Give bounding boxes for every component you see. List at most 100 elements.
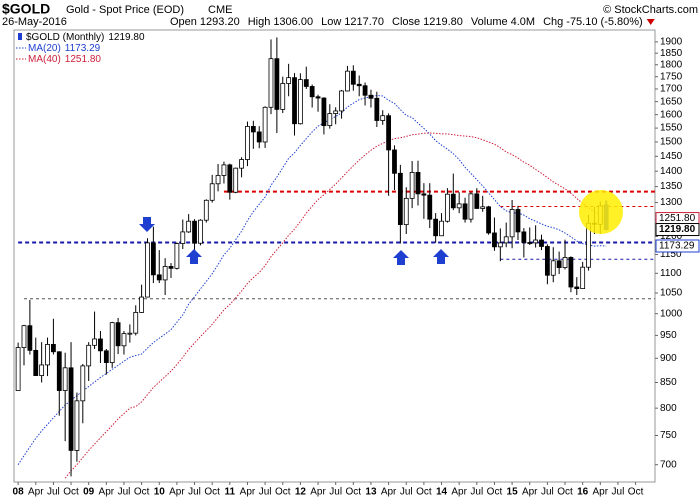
candle-body	[450, 193, 456, 209]
legend-name: MA(40)	[28, 54, 61, 65]
annotations	[139, 190, 623, 265]
candle-body	[250, 126, 256, 133]
candle-body	[509, 209, 515, 238]
candle-body	[468, 193, 474, 220]
candle-body	[86, 344, 92, 367]
legend-value: 1173.29	[65, 43, 101, 54]
x-tick-label: Jul	[541, 487, 554, 498]
candle-body	[339, 90, 344, 112]
candle-body	[292, 77, 297, 125]
candle-body	[362, 85, 368, 96]
candle-body	[203, 199, 209, 221]
candle-body	[33, 349, 39, 376]
candle-body	[409, 171, 415, 199]
candle-body	[139, 296, 145, 313]
legend-text: $GOLD (Monthly) 1219.80	[26, 32, 145, 43]
candle-body	[350, 70, 356, 85]
candle-body	[456, 203, 462, 209]
y-tick-label: 1650	[660, 96, 683, 107]
candle-body	[115, 322, 121, 347]
last-value-label: 1251.80	[659, 213, 696, 224]
x-tick-label: Apr	[593, 487, 609, 498]
quote-label: Volume	[471, 16, 508, 28]
candle-body	[103, 350, 109, 363]
y-tick-label: 1200	[660, 231, 683, 242]
quote-label: Open	[170, 16, 197, 28]
legend-name: MA(20)	[28, 43, 61, 54]
candle-body	[374, 97, 380, 121]
x-tick-label: 12	[295, 487, 307, 498]
candle-body	[480, 206, 486, 209]
y-tick-label: 1600	[660, 109, 683, 120]
credit: © StockCharts.com	[603, 4, 698, 16]
x-tick-label: Oct	[134, 487, 150, 498]
y-tick-label: 1150	[660, 249, 682, 260]
x-tick-label: 08	[13, 487, 25, 498]
candle-body	[321, 97, 327, 127]
candle-body	[474, 193, 480, 209]
arrow-up	[186, 249, 202, 264]
y-tick-label: 900	[660, 353, 677, 364]
candle-body	[262, 106, 268, 143]
candle-body	[445, 193, 450, 222]
candle-body	[415, 171, 421, 195]
candle-body	[180, 231, 186, 244]
candle-body	[133, 312, 139, 334]
x-tick-label: Apr	[240, 487, 256, 498]
y-tick-label: 1100	[660, 268, 682, 279]
candle-body	[109, 322, 115, 363]
y-tick-label: 800	[660, 403, 677, 414]
candle-body	[215, 175, 221, 185]
y-tick-label: 1550	[660, 123, 683, 134]
candle-body	[462, 203, 468, 220]
y-tick-label: 1500	[660, 137, 683, 148]
candle-body	[433, 218, 439, 237]
candle-body	[521, 231, 527, 243]
candle-body	[256, 131, 262, 143]
candle-body	[492, 232, 497, 248]
date: 26-May-2016	[2, 16, 67, 28]
y-tick-label: 1750	[660, 71, 683, 82]
candle-body	[221, 164, 227, 176]
legend-text: MA(40) 1251.80	[28, 54, 101, 65]
x-tick-label: Jul	[470, 487, 483, 498]
candle-body	[392, 149, 397, 174]
candle-body	[192, 220, 197, 244]
y-tick-label: 1300	[660, 197, 683, 208]
candle-body	[380, 115, 386, 121]
candle-body	[145, 242, 150, 298]
x-tick-label: 14	[436, 487, 448, 498]
candle-body	[550, 260, 556, 276]
candle-body	[268, 58, 274, 108]
candle-body	[568, 257, 574, 288]
candle-body	[303, 79, 309, 87]
x-tick-label: Oct	[346, 487, 362, 498]
candle-body	[497, 242, 503, 248]
candle-body	[156, 274, 162, 281]
candle-body	[574, 286, 580, 289]
candle-body	[556, 260, 562, 268]
candle-body	[150, 242, 156, 276]
candle-body	[174, 243, 180, 269]
change-arrow	[646, 19, 655, 25]
last-value-box	[655, 239, 700, 253]
x-tick-label: 10	[154, 487, 166, 498]
candle-body	[39, 364, 45, 376]
candle-body	[27, 325, 33, 351]
legend-value: 1251.80	[65, 54, 102, 65]
x-tick-label: Oct	[63, 487, 79, 498]
candle-body	[80, 365, 86, 402]
last-value-box	[655, 223, 700, 237]
plot	[15, 37, 655, 479]
x-tick-label: Oct	[275, 487, 291, 498]
y-tick-label: 950	[660, 330, 677, 341]
y-tick-label: 1000	[660, 308, 683, 319]
x-tick-label: Apr	[451, 487, 467, 498]
candle-body	[333, 110, 339, 114]
y-tick-label: 1700	[660, 84, 683, 95]
candle-body	[74, 400, 80, 451]
exchange: CME	[208, 4, 232, 16]
quote-value: 1217.70	[344, 16, 384, 28]
x-tick-label: Apr	[381, 487, 397, 498]
